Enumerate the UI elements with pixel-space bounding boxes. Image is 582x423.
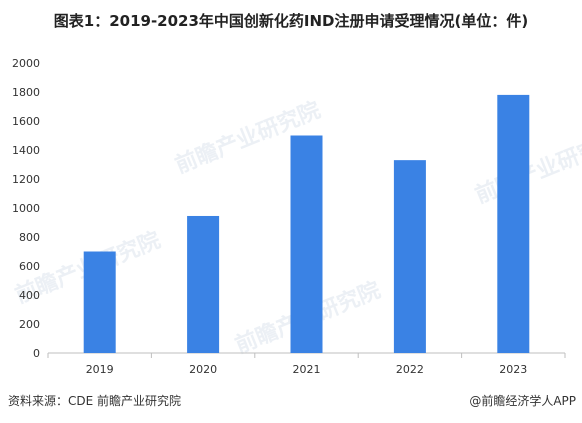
y-tick-label: 800 [19,231,40,244]
bar-2023 [497,94,530,354]
bar-2022 [393,160,426,353]
y-tick-label: 0 [33,347,40,360]
chart-title: 图表1：2019-2023年中国创新化药IND注册申请受理情况(单位：件) [53,12,529,30]
y-tick-label: 1600 [12,115,40,128]
x-tick-label: 2021 [293,363,321,376]
bar-2020 [187,215,220,353]
y-tick-label: 2000 [12,57,40,70]
y-tick-label: 600 [19,260,40,273]
credit-note: @前瞻经济学人APP [469,394,576,408]
y-tick-label: 200 [19,318,40,331]
bar-2021 [290,135,323,353]
y-tick-label: 1000 [12,202,40,215]
y-tick-label: 400 [19,289,40,302]
x-tick-label: 2020 [189,363,217,376]
y-tick-label: 1800 [12,86,40,99]
x-tick-label: 2023 [499,363,527,376]
y-tick-label: 1400 [12,144,40,157]
y-tick-label: 1200 [12,173,40,186]
source-note: 资料来源：CDE 前瞻产业研究院 [8,394,182,408]
x-tick-label: 2019 [86,363,114,376]
bar-2019 [83,251,116,353]
x-tick-label: 2022 [396,363,424,376]
